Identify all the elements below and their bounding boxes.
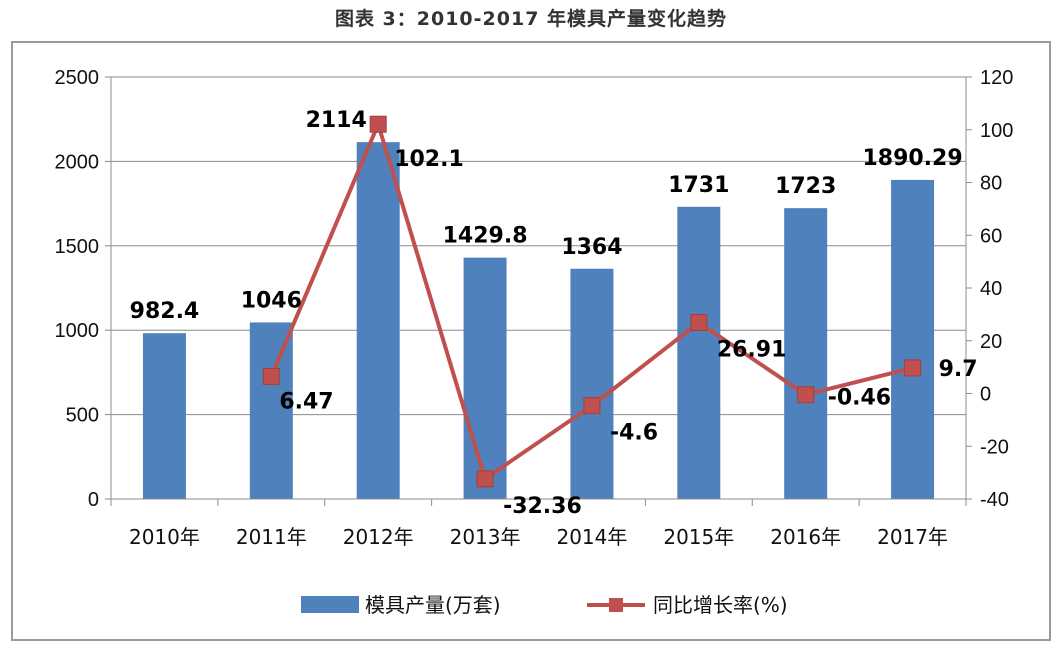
- bar: [677, 206, 721, 500]
- growth-value-label: -4.6: [610, 421, 658, 446]
- right-tick-label: 20: [980, 331, 1002, 353]
- data-labels: 982.4 1046 2114 1429.8 1364 1731 1723 1890.29 6.…: [130, 108, 978, 519]
- legend-label-bars: 模具产量(万套): [365, 593, 501, 617]
- line-marker: [476, 470, 494, 488]
- category-label: 2010年: [129, 525, 200, 549]
- bar-value-label: 2114: [306, 108, 367, 133]
- left-tick-label: 2000: [55, 151, 100, 173]
- right-tick-label: 60: [980, 225, 1002, 247]
- category-label: 2014年: [556, 525, 627, 549]
- bar: [784, 208, 828, 499]
- growth-value-label: 6.47: [279, 389, 333, 414]
- left-tick-label: 1000: [55, 320, 100, 342]
- bar: [356, 142, 400, 499]
- bar-value-label: 1046: [241, 288, 302, 313]
- category-label: 2017年: [877, 525, 948, 549]
- chart-title: 图表 3：2010-2017 年模具产量变化趋势: [334, 8, 728, 30]
- bar-value-label: 982.4: [130, 299, 200, 324]
- growth-value-label: 102.1: [394, 147, 464, 172]
- category-label: 2016年: [770, 525, 841, 549]
- bar-value-label: 1731: [668, 173, 729, 198]
- bar: [249, 322, 293, 499]
- line-marker: [583, 397, 601, 415]
- bar-series: [142, 142, 935, 500]
- line-marker: [262, 367, 280, 385]
- bar-value-label: 1723: [775, 174, 836, 199]
- bar: [463, 257, 507, 499]
- right-tick-label: 120: [980, 67, 1013, 89]
- legend-swatch-bars: [301, 596, 359, 613]
- gridlines: [111, 76, 966, 500]
- bar-value-label: 1429.8: [443, 224, 528, 249]
- right-tick-label: 80: [980, 173, 1002, 195]
- line-marker: [904, 359, 922, 377]
- right-tick-label: 100: [980, 120, 1013, 142]
- right-tick-label: -20: [980, 436, 1009, 458]
- category-label: 2012年: [343, 525, 414, 549]
- left-tick-label: 2500: [55, 67, 100, 89]
- category-label: 2011年: [236, 525, 307, 549]
- category-label: 2015年: [663, 525, 734, 549]
- axes: 0 500 1000 1500 2000 2500 -40 -20 0 20 40 60 80 100 12…: [55, 67, 1014, 549]
- combo-chart: 0 500 1000 1500 2000 2500 -40 -20 0 20 40 60 80 100 12…: [55, 67, 1014, 617]
- growth-value-label: 9.7: [939, 357, 978, 382]
- growth-value-label: 26.91: [717, 338, 787, 363]
- bar-value-label: 1890.29: [862, 146, 962, 171]
- right-tick-label: 40: [980, 278, 1002, 300]
- bar: [142, 333, 186, 499]
- line-marker: [690, 314, 708, 332]
- legend-swatch-marker: [609, 598, 623, 612]
- bar: [891, 179, 935, 499]
- category-label: 2013年: [450, 525, 521, 549]
- line-series: [262, 115, 922, 488]
- right-tick-label: -40: [980, 489, 1009, 511]
- bar: [570, 268, 614, 499]
- legend-label-line: 同比增长率(%): [653, 593, 788, 617]
- growth-value-label: -32.36: [503, 494, 582, 519]
- bar-value-label: 1364: [561, 235, 622, 260]
- chart-frame: 0 500 1000 1500 2000 2500 -40 -20 0 20 40 60 80 100 12…: [11, 41, 1051, 641]
- legend: 模具产量(万套) 同比增长率(%): [301, 593, 788, 617]
- left-tick-label: 1500: [55, 236, 100, 258]
- line-marker: [369, 115, 387, 133]
- left-tick-label: 0: [88, 489, 99, 511]
- right-tick-label: 0: [980, 384, 991, 406]
- line-marker: [797, 386, 815, 404]
- left-tick-label: 500: [66, 405, 99, 427]
- growth-value-label: -0.46: [828, 386, 891, 411]
